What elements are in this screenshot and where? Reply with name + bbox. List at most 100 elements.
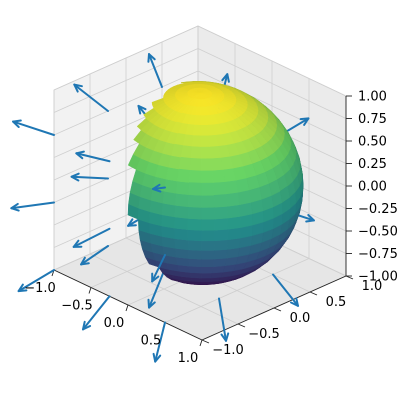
gridline — [53, 25, 199, 91]
sphere-patch — [188, 249, 202, 260]
sphere-patch — [175, 193, 189, 208]
arrow-shaft — [12, 120, 55, 136]
gridline — [53, 48, 199, 113]
z-tick-label: −0.75 — [358, 247, 398, 262]
arrow-head — [80, 256, 90, 266]
vector-arrow — [218, 297, 230, 342]
arrow-shaft — [80, 245, 109, 266]
sphere-patch — [227, 227, 242, 241]
arrow-head — [70, 172, 80, 182]
sphere-patch — [176, 180, 190, 195]
sphere-patch — [200, 170, 214, 184]
sphere-patch — [280, 185, 290, 203]
sphere-patch — [213, 194, 228, 208]
sphere-patch — [174, 227, 189, 241]
arrow-head — [12, 119, 22, 128]
sphere-patch — [200, 266, 214, 274]
arrow-head — [75, 150, 85, 160]
sphere-patch — [214, 239, 229, 251]
sphere-patch — [214, 229, 229, 242]
arrow-head — [17, 283, 28, 293]
vector-arrow — [82, 295, 111, 331]
arrow-shaft — [151, 254, 166, 283]
y-tick-label: −0.5 — [248, 327, 280, 342]
sphere-patch — [200, 277, 212, 283]
tick-mark — [125, 304, 129, 312]
arrow-shaft — [148, 271, 165, 309]
sphere-patch — [191, 135, 202, 148]
vector-arrow — [152, 321, 166, 363]
sphere-patch — [187, 206, 202, 220]
arrow-shaft — [70, 175, 109, 180]
arrow-shaft — [17, 269, 55, 293]
vector-arrow — [70, 172, 109, 182]
sphere-patch — [188, 194, 202, 208]
arrow-shaft — [72, 227, 111, 248]
z-tick-label: 0.25 — [358, 157, 387, 172]
tick-mark — [309, 291, 318, 296]
sphere-patch — [188, 258, 202, 268]
arrow-shaft — [10, 201, 55, 210]
z-tick-label: 0.50 — [358, 135, 387, 150]
sphere-patch — [164, 178, 178, 194]
sphere-patch — [187, 218, 202, 231]
y-tick-label: 1.0 — [362, 279, 383, 294]
sphere-patch — [188, 182, 202, 196]
sphere-patch — [227, 204, 241, 219]
y-tick-label: −1.0 — [212, 343, 244, 358]
arrow-head — [82, 320, 92, 331]
sphere-patch — [214, 217, 229, 231]
sphere-patch — [237, 190, 252, 205]
vector-arrow — [80, 245, 109, 266]
sphere-patch — [213, 249, 228, 260]
vector-arrow — [147, 53, 163, 88]
vector-arrow — [12, 119, 55, 136]
sphere-patch — [162, 191, 177, 206]
sphere-patch — [189, 170, 202, 184]
sphere-patch — [190, 146, 202, 160]
sphere-patch — [174, 238, 189, 251]
arrow-head — [152, 183, 162, 193]
vector-arrow — [10, 201, 55, 212]
y-tick-label: 0.0 — [290, 311, 311, 326]
gridline — [197, 70, 347, 142]
arrow-shaft — [272, 273, 300, 307]
arrow-shaft — [82, 295, 111, 331]
x-tick-label: 1.0 — [178, 351, 199, 366]
tick-mark — [201, 339, 210, 344]
sphere-patch — [200, 272, 213, 279]
sphere-patch — [227, 216, 242, 230]
y-tick-label: 0.5 — [326, 295, 347, 310]
sphere-patch — [189, 265, 202, 274]
sphere-patch — [174, 216, 189, 230]
arrow-shaft — [147, 53, 163, 88]
sphere-patch — [214, 206, 229, 220]
gridline — [89, 253, 239, 325]
sphere-patch — [174, 205, 189, 219]
sphere-patch — [212, 181, 227, 196]
z-tick-label: 0.75 — [358, 112, 387, 127]
vector-arrow — [272, 273, 300, 307]
sphere-patch — [180, 145, 193, 159]
scene — [10, 53, 315, 363]
arrow-head — [220, 332, 230, 342]
gridline — [197, 48, 347, 119]
z-tick-label: −0.25 — [358, 202, 398, 217]
x-tick-label: 0.5 — [141, 334, 162, 349]
vector-arrow — [72, 227, 111, 248]
sphere-patch — [201, 207, 216, 220]
arrow-head — [137, 104, 147, 115]
arrow-head — [72, 239, 83, 248]
gridline — [197, 25, 347, 97]
sphere-patch — [194, 115, 201, 126]
arrow-shaft — [73, 83, 109, 112]
z-tick-label: −1.00 — [358, 270, 398, 285]
sphere-patch — [201, 250, 215, 260]
tick-mark — [237, 323, 246, 328]
tick-mark — [345, 275, 354, 280]
tick-labels: −1.0−0.50.00.51.0−1.0−0.50.00.51.0−1.00−… — [24, 90, 398, 367]
sphere-patch — [177, 168, 191, 183]
sphere-patch — [200, 158, 213, 172]
sphere-patch — [189, 158, 202, 172]
